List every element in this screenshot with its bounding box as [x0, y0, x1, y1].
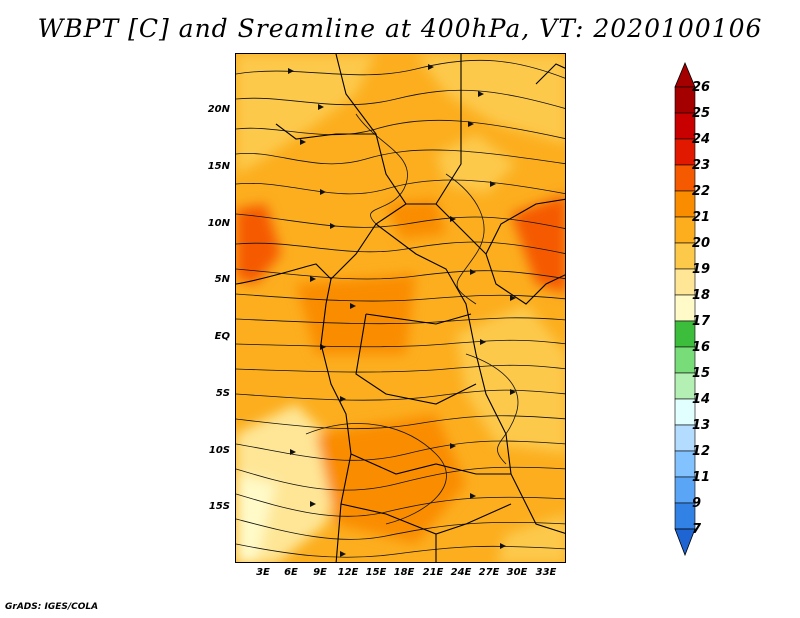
lon-label-18e: 18E — [393, 567, 415, 578]
colorbar-label: 23 — [692, 158, 711, 173]
colorbar-label: 13 — [692, 418, 711, 433]
colorbar-label: 16 — [692, 340, 711, 355]
lon-label-9e: 9E — [313, 567, 327, 578]
lat-label-5n: 5N — [214, 274, 230, 285]
lat-label-20n: 20N — [207, 104, 230, 115]
streamline-arrows — [288, 64, 516, 557]
lon-label-27e: 27E — [478, 567, 500, 578]
chart-title: WBPT [C] and Sreamline at 400hPa, VT: 20… — [37, 14, 763, 43]
colorbar-label: 12 — [692, 444, 711, 459]
software-credit: GrADS: IGES/COLA — [5, 602, 99, 612]
colorbar-label: 26 — [692, 80, 711, 95]
lat-label-10n: 10N — [207, 218, 230, 229]
colorbar — [674, 62, 696, 557]
lon-label-3e: 3E — [256, 567, 270, 578]
lat-label-15n: 15N — [207, 161, 230, 172]
lon-label-33e: 33E — [535, 567, 557, 578]
lat-label-5s: 5S — [215, 388, 230, 399]
lon-label-6e: 6E — [284, 567, 298, 578]
colorbar-label: 25 — [692, 106, 711, 121]
colorbar-label: 24 — [692, 132, 711, 147]
map-panel — [235, 53, 566, 563]
lon-label-24e: 24E — [450, 567, 472, 578]
colorbar-label: 19 — [692, 262, 711, 277]
colorbar-label: 9 — [692, 496, 702, 511]
colorbar-label: 15 — [692, 366, 711, 381]
lon-label-15e: 15E — [365, 567, 387, 578]
colorbar-label: 20 — [692, 236, 711, 251]
colorbar-label: 21 — [692, 210, 711, 225]
lat-label-15s: 15S — [208, 501, 230, 512]
lon-label-12e: 12E — [337, 567, 359, 578]
lon-label-30e: 30E — [506, 567, 528, 578]
country-boundaries — [236, 54, 565, 562]
lon-label-21e: 21E — [422, 567, 444, 578]
colorbar-label: 18 — [692, 288, 711, 303]
colorbar-label: 17 — [692, 314, 711, 329]
lat-label-eq: EQ — [214, 331, 230, 342]
lat-label-10s: 10S — [208, 445, 230, 456]
colorbar-label: 22 — [692, 184, 711, 199]
colorbar-bottom-arrow — [674, 528, 696, 557]
streamlines — [236, 59, 565, 558]
colorbar-label: 14 — [692, 392, 711, 407]
colorbar-label: 11 — [692, 470, 711, 485]
wbpt-map — [236, 54, 565, 562]
colorbar-label: 7 — [692, 522, 702, 537]
